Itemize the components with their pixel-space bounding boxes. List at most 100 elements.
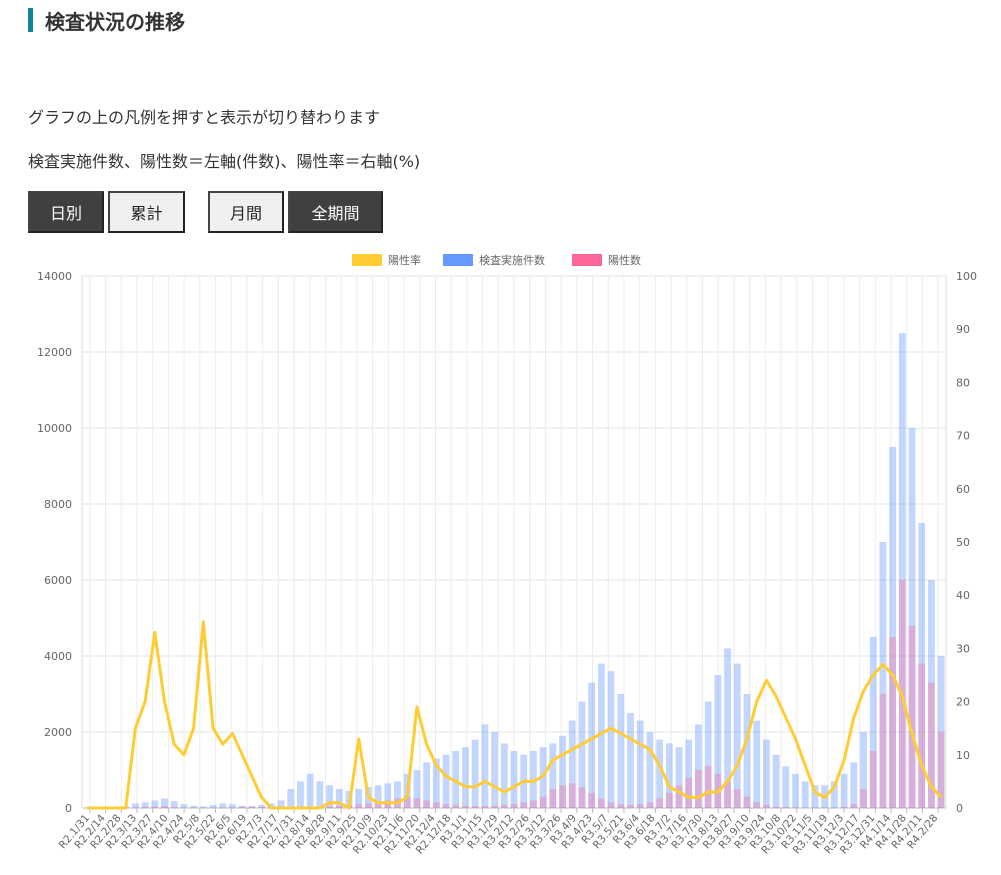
bar-positives [782, 807, 790, 808]
bar-positives [588, 792, 596, 808]
legend-label[interactable]: 陽性数 [608, 253, 641, 267]
legend-swatch[interactable] [572, 254, 602, 266]
bar-positives [763, 804, 770, 808]
bar-tests [665, 743, 673, 808]
y-right-tick-label: 20 [956, 696, 970, 709]
bar-positives [258, 806, 265, 808]
legend-swatch[interactable] [443, 254, 473, 266]
bar-tests [510, 751, 518, 808]
bar-positives [151, 806, 159, 808]
bar-positives [695, 770, 702, 808]
bar-tests [792, 773, 799, 808]
y-right-tick-label: 0 [956, 802, 963, 815]
bar-positives [578, 787, 586, 808]
bar-tests [597, 663, 605, 808]
bar-tests [850, 762, 858, 808]
y-right-tick-label: 40 [956, 589, 970, 602]
bar-positives [141, 806, 149, 808]
y-left-tick-label: 0 [65, 802, 72, 815]
bar-tests [908, 428, 916, 808]
bar-positives [753, 802, 761, 808]
y-right-tick-label: 30 [956, 642, 970, 655]
bar-positives [559, 785, 566, 808]
bar-positives [918, 663, 926, 808]
bar-positives [481, 806, 489, 808]
bar-positives [568, 783, 576, 808]
bar-positives [364, 803, 372, 808]
bar-tests [704, 701, 712, 808]
y-left-tick-label: 2000 [44, 726, 72, 739]
bar-positives [530, 800, 537, 808]
bar-tests [627, 713, 634, 808]
bar-positives [238, 806, 246, 808]
bar-positives [229, 807, 236, 808]
cumulative-button[interactable]: 累計 [108, 191, 185, 233]
bar-tests [588, 682, 596, 808]
bar-tests [830, 781, 838, 808]
bar-positives [335, 805, 343, 808]
bar-positives [840, 806, 848, 808]
bar-tests [238, 805, 246, 808]
bar-positives [617, 804, 625, 808]
bar-tests [559, 735, 566, 808]
bar-positives [423, 800, 431, 808]
bar-tests [384, 783, 392, 808]
bar-tests [442, 754, 450, 808]
bar-positives [549, 789, 557, 808]
bar-tests [267, 803, 275, 808]
bar-positives [355, 804, 363, 808]
bar-tests [937, 656, 945, 808]
bar-tests [326, 785, 333, 808]
bar-positives [597, 798, 605, 808]
bar-tests [432, 758, 440, 808]
bar-tests [753, 720, 761, 808]
bar-tests [452, 751, 460, 808]
bar-positives [471, 806, 479, 808]
bar-tests [782, 766, 790, 808]
bar-tests [646, 732, 654, 808]
bar-tests [335, 789, 343, 808]
bar-positives [520, 802, 528, 808]
bar-tests [898, 333, 906, 808]
bar-tests [219, 803, 227, 808]
bar-tests [180, 804, 188, 808]
page-title: 検査状況の推移 [45, 9, 185, 34]
bar-positives [704, 766, 712, 808]
bar-positives [928, 682, 935, 808]
bar-positives [733, 789, 741, 808]
bar-tests [374, 785, 382, 808]
line-positive-rate [86, 620, 943, 810]
bar-positives [131, 807, 139, 808]
bar-tests [549, 743, 557, 808]
axis-explanation-text: 検査実施件数、陽性数＝左軸(件数)、陽性率＝右軸(%) [28, 152, 421, 171]
bar-tests [316, 781, 324, 808]
bar-positives [937, 732, 945, 808]
bar-tests [530, 751, 537, 808]
bar-tests [170, 801, 178, 808]
y-left-tick-label: 14000 [37, 270, 72, 283]
bar-positives [452, 804, 460, 808]
bar-positives [170, 807, 178, 808]
bar-tests [209, 804, 217, 808]
bar-tests [248, 806, 256, 808]
legend-swatch[interactable] [352, 254, 382, 266]
bar-tests [840, 773, 848, 808]
bar-positives [413, 798, 421, 808]
bar-tests [258, 804, 265, 808]
legend-label[interactable]: 検査実施件数 [479, 253, 545, 267]
bar-tests [636, 720, 644, 808]
y-left-tick-label: 8000 [44, 498, 72, 511]
daily-button[interactable]: 日別 [28, 191, 104, 233]
bar-positives [665, 792, 673, 808]
bar-tests [743, 694, 751, 808]
legend-label[interactable]: 陽性率 [388, 253, 421, 267]
bar-positives [685, 777, 693, 808]
bar-positives [462, 805, 469, 808]
all-period-button[interactable]: 全期間 [288, 191, 383, 233]
bar-tests [578, 701, 586, 808]
bar-tests [297, 781, 304, 808]
bar-tests [151, 800, 159, 808]
monthly-button[interactable]: 月間 [208, 191, 284, 233]
bar-positives [539, 796, 547, 808]
bar-tests [277, 800, 285, 808]
